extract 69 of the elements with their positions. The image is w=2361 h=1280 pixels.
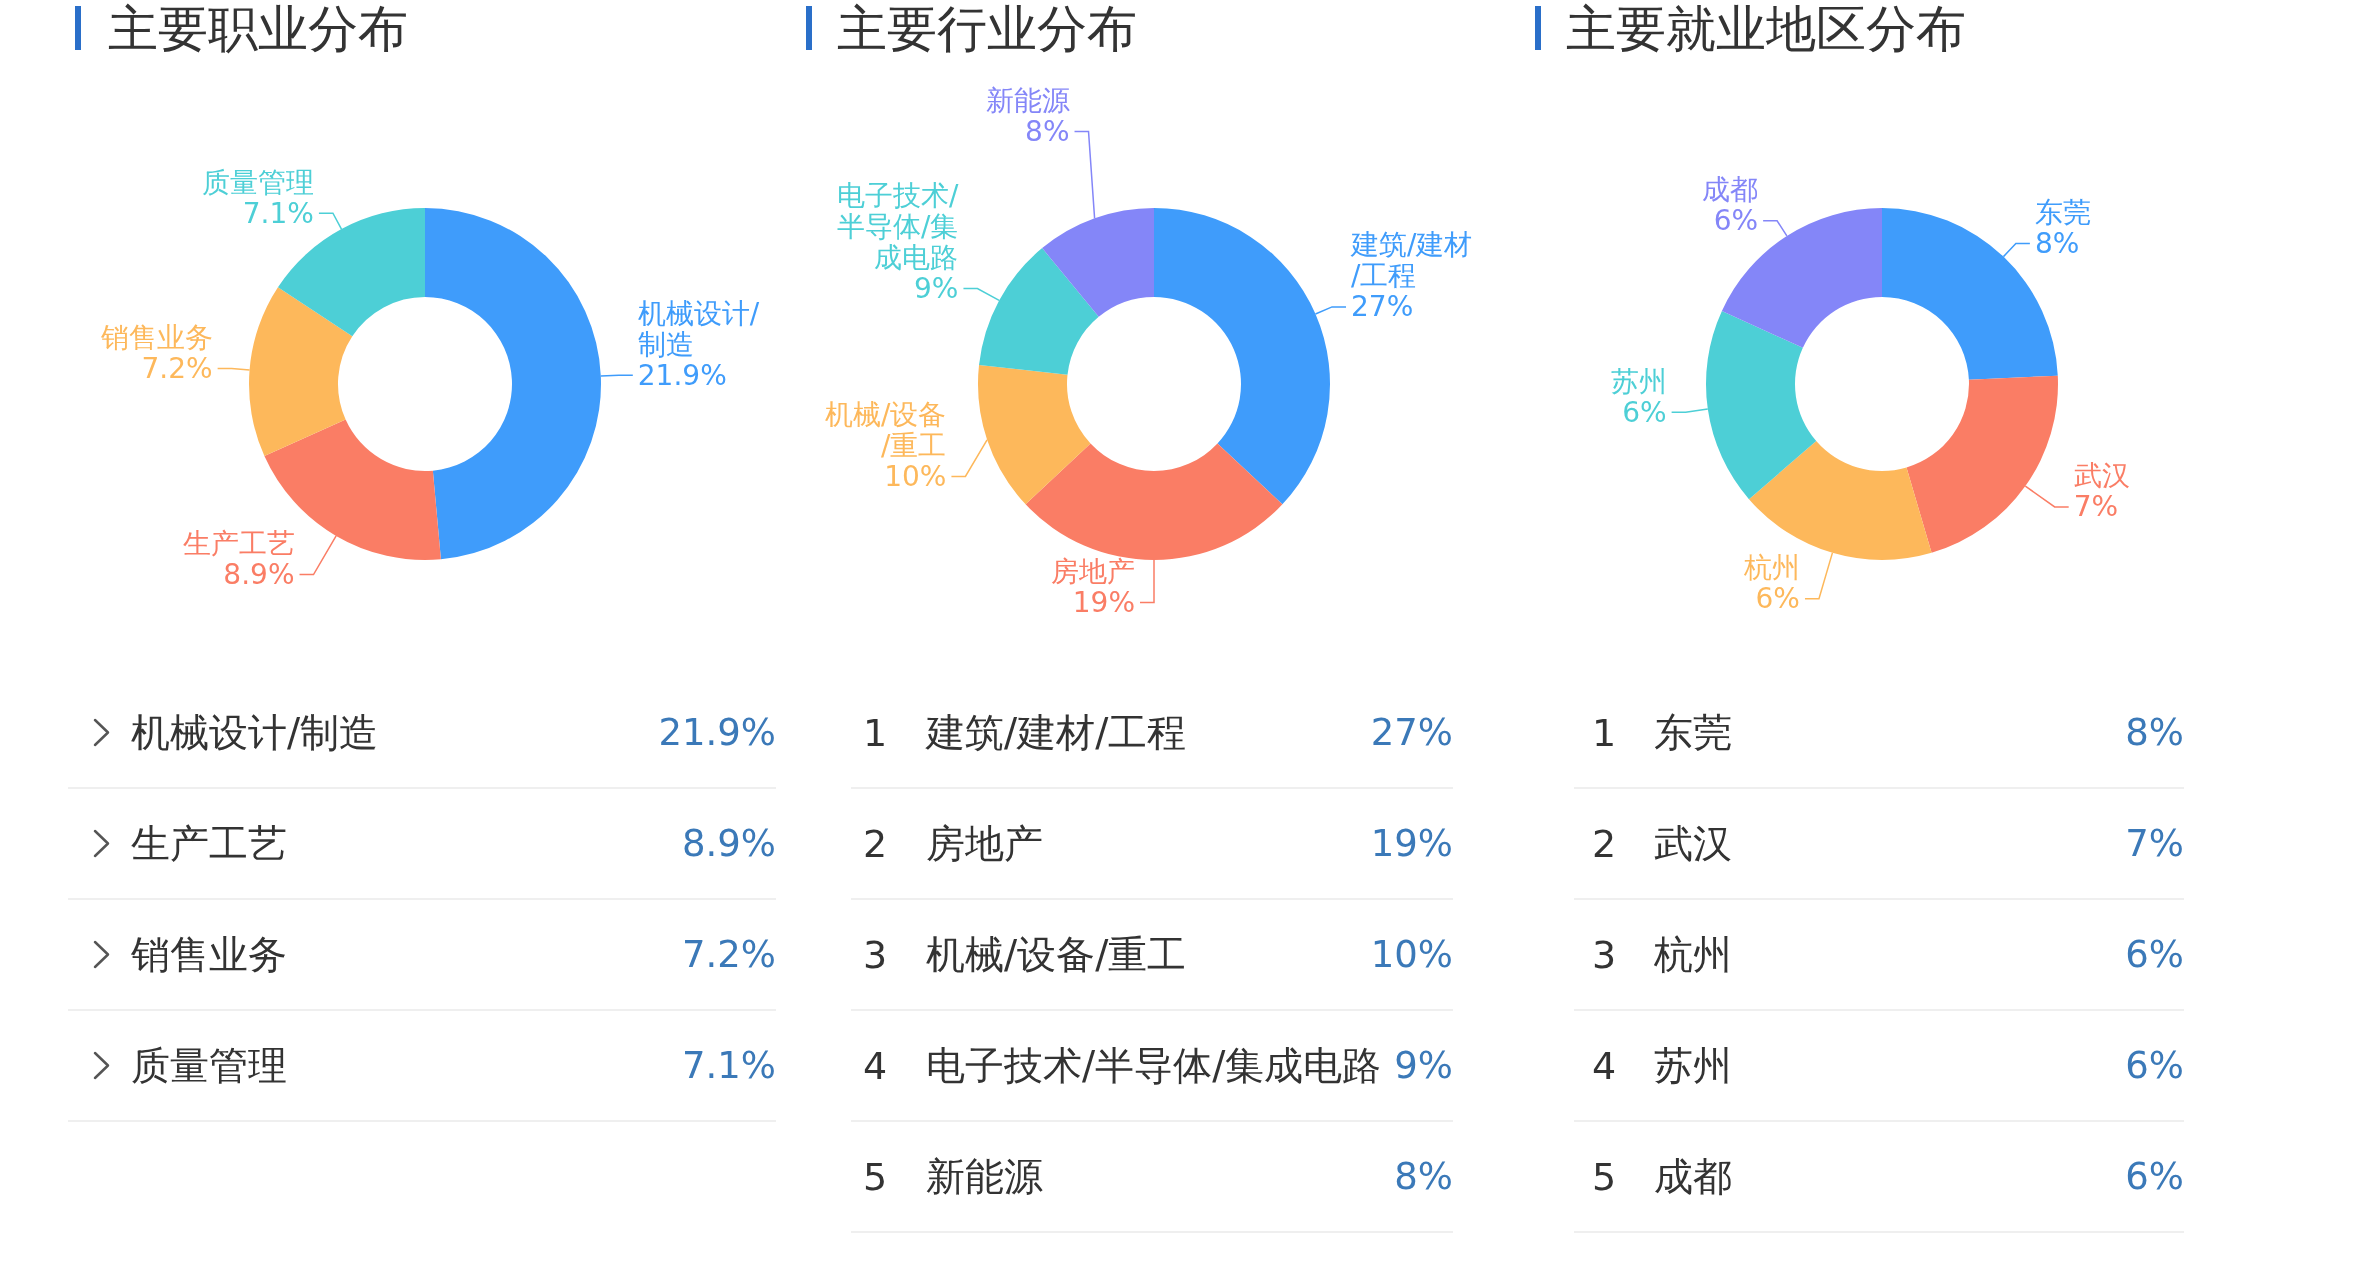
text: 8% [2125, 710, 2184, 754]
category-label: 新能源 [926, 1153, 1043, 1199]
slice-label: 生产工艺 [181, 527, 295, 561]
slice-label: 电子技术/半导体/集成电路 [836, 179, 959, 274]
data-label: 10% [884, 460, 947, 493]
slice-label: 杭州 [1742, 551, 1800, 585]
data-label: 8.9% [223, 558, 295, 592]
data-label: 6% [1755, 582, 1800, 616]
chart-title: 主要就业地区分布 [1566, 0, 1966, 58]
category-label: 成都 [1654, 1153, 1732, 1199]
text: 5 [1592, 1153, 1617, 1200]
data-label: 6% [1622, 395, 1667, 429]
data-label: 27% [1351, 290, 1414, 324]
category-label: 建筑/建材/工程 [926, 709, 1187, 755]
category-label: 武汉 [1654, 820, 1732, 866]
text: 7.1% [682, 1043, 776, 1087]
data-label: 19% [1072, 586, 1135, 619]
text: 10% [1370, 932, 1453, 976]
data-label: 7.1% [242, 196, 314, 230]
category-label: 质量管理 [131, 1042, 287, 1088]
category-label: 杭州 [1654, 931, 1732, 977]
category-label: 房地产 [926, 820, 1043, 866]
text: 4 [863, 1042, 888, 1089]
chart-title: 主要职业分布 [108, 0, 408, 58]
slice-label: 销售业务 [99, 320, 213, 354]
text: 6% [2125, 932, 2184, 976]
slice-label: 成都 [1701, 173, 1759, 207]
text: 3 [1592, 931, 1617, 978]
slice-label: 新能源 [984, 84, 1070, 117]
chart-title: 主要行业分布 [837, 0, 1137, 58]
slice-label: 质量管理 [200, 165, 314, 199]
text: 6% [2125, 1154, 2184, 1198]
text: 6% [2125, 1043, 2184, 1087]
data-label: 7.2% [141, 351, 213, 385]
slice-label: 房地产 [1050, 555, 1135, 588]
text: 2 [1592, 820, 1617, 867]
category-label: 销售业务 [131, 931, 287, 977]
text: 7.2% [682, 932, 776, 976]
category-label: 生产工艺 [131, 820, 287, 866]
slice-label: 武汉 [2073, 459, 2131, 493]
category-label: 机械/设备/重工 [926, 931, 1187, 977]
text: 27% [1370, 710, 1453, 754]
text: 19% [1370, 821, 1453, 865]
data-label: 8% [2034, 227, 2080, 261]
slice-label: 机械设计/制造 [637, 296, 761, 361]
text: 3 [863, 931, 888, 978]
data-label: 9% [914, 272, 959, 305]
text: 8% [1394, 1154, 1453, 1198]
data-label: 21.9% [637, 358, 727, 392]
slice-label: 东莞 [2034, 196, 2092, 230]
slice-label: 建筑/建材/工程 [1351, 228, 1474, 293]
text: 5 [863, 1153, 888, 1200]
text: 21.9% [658, 710, 776, 754]
text: 2 [863, 820, 888, 867]
slice-label: 苏州 [1609, 364, 1667, 398]
text: 1 [863, 709, 888, 756]
data-label: 6% [1713, 204, 1759, 238]
data-label: 7% [2073, 490, 2119, 524]
category-label: 苏州 [1654, 1042, 1732, 1088]
text: 1 [1592, 709, 1617, 756]
category-label: 电子技术/半导体/集成电路 [926, 1042, 1382, 1088]
text: 7% [2125, 821, 2184, 865]
text: 9% [1394, 1043, 1453, 1087]
category-label: 机械设计/制造 [131, 709, 379, 755]
category-label: 东莞 [1654, 709, 1732, 755]
text: 8.9% [682, 821, 776, 865]
data-label: 8% [1025, 115, 1070, 148]
text: 4 [1592, 1042, 1617, 1089]
slice-label: 机械/设备/重工 [823, 398, 947, 462]
